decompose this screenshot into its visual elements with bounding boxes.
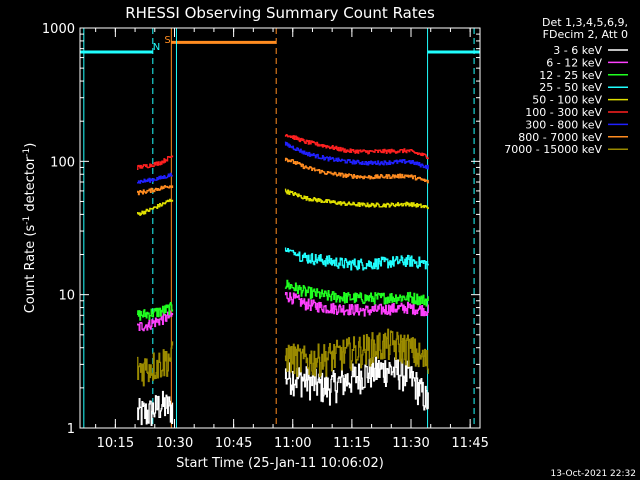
legend-label-5: 100 - 300 keV [525,106,602,119]
series-7000-15000-kev [137,328,429,387]
legend-header-0: Det 1,3,4,5,6,9, [542,16,628,29]
series-12-25-kev-seg-1 [284,279,429,307]
series-100-300-kev-seg-1 [284,134,429,160]
axes: 1 10 100 1000 10:15 10:30 10:45 11:00 11:15 11:30… [42,22,489,451]
y-axis-label-exp2: -1 [22,148,32,157]
series-6-12-kev-seg-0 [137,310,174,332]
legend-label-4: 50 - 100 keV [532,94,602,107]
series-6-12-kev [137,292,429,332]
legend-header-1: FDecim 2, Att 0 [543,28,628,41]
legend-label-3: 25 - 50 keV [539,81,602,94]
x-tick-label: 11:30 [392,436,429,451]
series-12-25-kev [137,279,429,321]
series-50-100-kev-seg-1 [284,188,429,210]
x-tick-label: 10:30 [156,436,193,451]
y-tick-label: 100 [50,155,75,170]
x-tick-label: 11:00 [274,436,311,451]
legend-label-1: 6 - 12 keV [546,56,602,69]
x-tick-label: 10:45 [215,436,252,451]
y-axis-label: Count Rate (s-1 detector-1) [22,143,38,314]
series-7000-15000-kev-seg-0 [137,341,174,387]
legend-label-7: 800 - 7000 keV [518,131,602,144]
plot-area: NS [80,28,480,428]
y-tick-label: 1 [67,422,75,437]
series-7000-15000-kev-seg-1 [284,328,429,378]
series-800-7000-kev [137,157,429,196]
series-12-25-kev-seg-0 [137,302,174,321]
x-axis-label: Start Time (25-Jan-11 10:06:02) [176,456,384,471]
legend-label-2: 12 - 25 keV [539,69,602,82]
legend-label-0: 3 - 6 keV [553,44,602,57]
series-50-100-kev-seg-0 [137,198,174,216]
flag-s: S [164,35,170,46]
legend: Det 1,3,4,5,6,9,FDecim 2, Att 0 3 - 6 keV… [504,16,628,156]
x-tick-label: 10:15 [97,436,134,451]
series-50-100-kev [137,188,429,216]
x-tick-label: 11:15 [333,436,370,451]
y-tick-label: 10 [58,289,75,304]
y-axis-label-exp1: -1 [22,216,32,225]
y-tick-label: 1000 [42,22,75,37]
y-axis-label-mid: detector [23,156,38,216]
y-axis-label-prefix: Count Rate (s [23,225,38,314]
series-100-300-kev-seg-0 [137,155,174,171]
chart-title: RHESSI Observing Summary Count Rates [125,4,435,22]
legend-label-6: 300 - 800 keV [525,118,602,131]
footer-date: 13-Oct-2021 22:32 [551,469,636,479]
series-800-7000-kev-seg-1 [284,157,429,184]
series-300-800-kev-seg-0 [137,172,174,184]
series-300-800-kev-seg-1 [284,141,429,170]
plot-frame [79,27,481,429]
legend-label-8: 7000 - 15000 keV [504,143,602,156]
series-25-50-kev [284,247,429,271]
series-6-12-kev-seg-1 [284,292,429,317]
series-3-6-kev-seg-0 [137,390,174,426]
series-300-800-kev [137,141,429,184]
series-800-7000-kev-seg-0 [137,185,174,196]
x-tick-label: 11:45 [451,436,488,451]
series-25-50-kev-seg-1 [284,247,429,271]
series-100-300-kev [137,134,429,171]
y-axis-label-suffix: ) [23,143,38,148]
flag-n: N [153,42,160,53]
